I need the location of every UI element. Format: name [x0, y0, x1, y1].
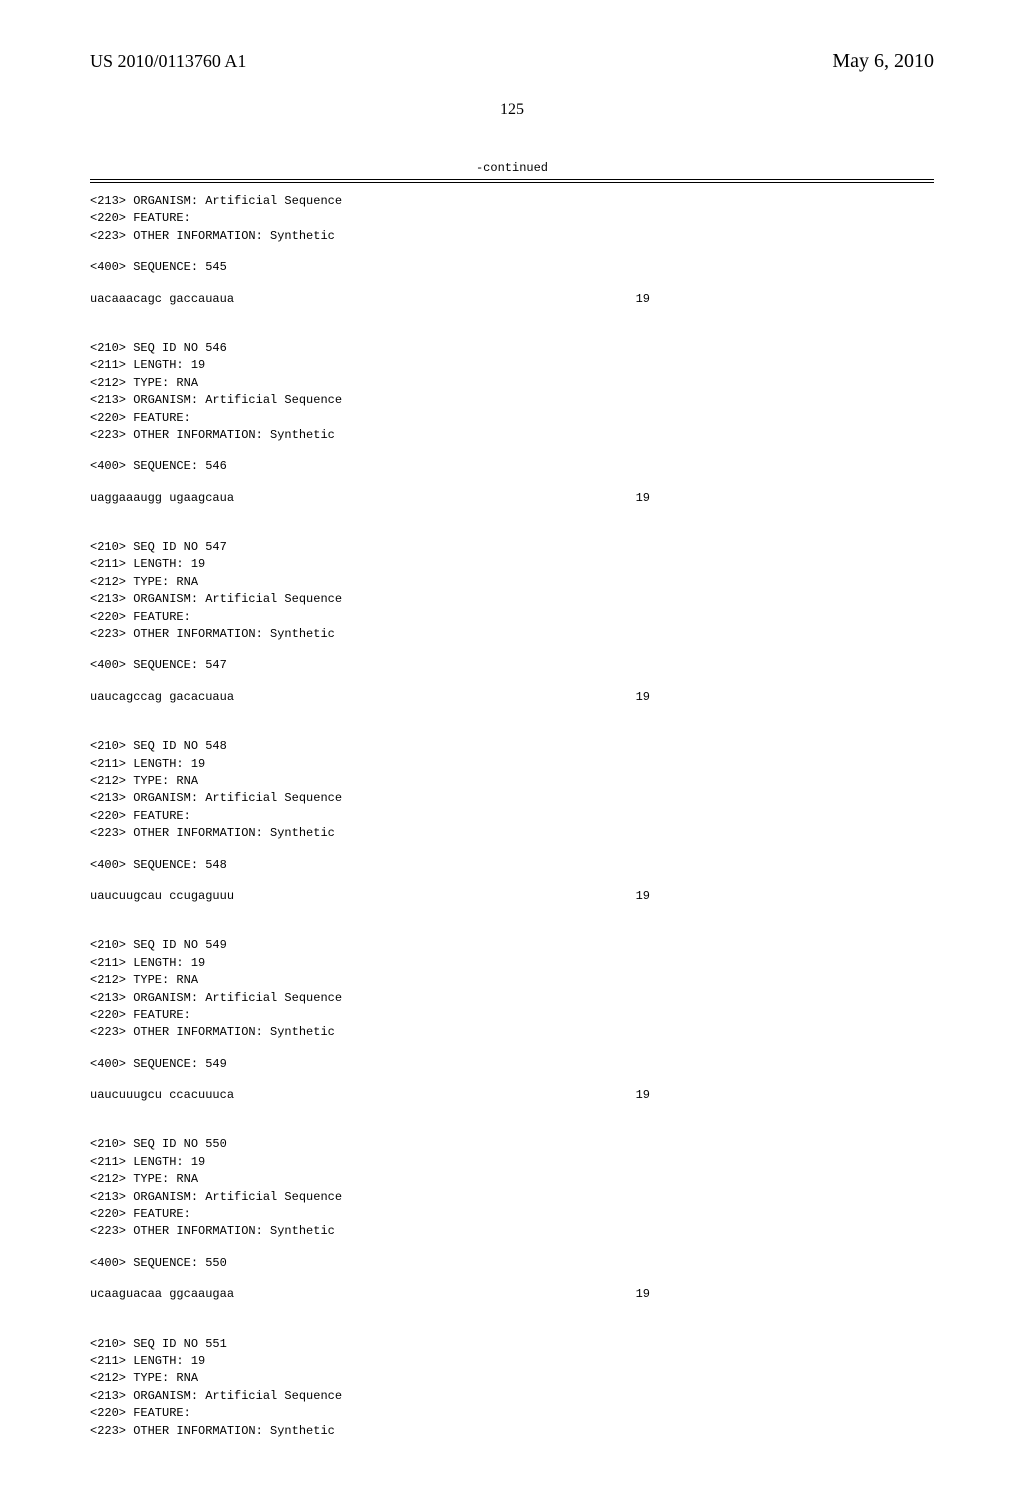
sequence-entry: <213> ORGANISM: Artificial Sequence <220…: [90, 193, 934, 308]
meta-line: <220> FEATURE:: [90, 1405, 934, 1422]
meta-line: <210> SEQ ID NO 546: [90, 340, 934, 357]
meta-line: <223> OTHER INFORMATION: Synthetic: [90, 825, 934, 842]
sequence-entry: <210> SEQ ID NO 548 <211> LENGTH: 19 <21…: [90, 738, 934, 905]
meta-line: <210> SEQ ID NO 547: [90, 539, 934, 556]
entry-meta: <213> ORGANISM: Artificial Sequence <220…: [90, 193, 934, 245]
meta-line: <223> OTHER INFORMATION: Synthetic: [90, 1223, 934, 1240]
continued-label: -continued: [90, 161, 934, 175]
sequence-text: uaucuugcau ccugaguuu: [90, 888, 234, 905]
meta-line: <212> TYPE: RNA: [90, 773, 934, 790]
meta-line: <210> SEQ ID NO 549: [90, 937, 934, 954]
meta-line: <223> OTHER INFORMATION: Synthetic: [90, 1024, 934, 1041]
page-container: US 2010/0113760 A1 May 6, 2010 125 -cont…: [0, 0, 1024, 1498]
meta-line: <213> ORGANISM: Artificial Sequence: [90, 1388, 934, 1405]
meta-line: <210> SEQ ID NO 551: [90, 1336, 934, 1353]
sequence-text: uaucuuugcu ccacuuuca: [90, 1087, 234, 1104]
meta-line: <220> FEATURE:: [90, 808, 934, 825]
meta-line: <220> FEATURE:: [90, 410, 934, 427]
sequence-length: 19: [636, 1286, 650, 1303]
meta-line: <212> TYPE: RNA: [90, 375, 934, 392]
sequence-400: <400> SEQUENCE: 548: [90, 857, 934, 874]
meta-line: <210> SEQ ID NO 550: [90, 1136, 934, 1153]
meta-line: <213> ORGANISM: Artificial Sequence: [90, 591, 934, 608]
entry-meta: <210> SEQ ID NO 550 <211> LENGTH: 19 <21…: [90, 1136, 934, 1240]
sequence-400: <400> SEQUENCE: 546: [90, 458, 934, 475]
meta-line: <220> FEATURE:: [90, 1206, 934, 1223]
entry-meta: <210> SEQ ID NO 549 <211> LENGTH: 19 <21…: [90, 937, 934, 1041]
sequence-length: 19: [636, 689, 650, 706]
meta-line: <213> ORGANISM: Artificial Sequence: [90, 790, 934, 807]
sequence-length: 19: [636, 490, 650, 507]
meta-line: <211> LENGTH: 19: [90, 357, 934, 374]
sequence-text: ucaaguacaa ggcaaugaa: [90, 1286, 234, 1303]
meta-line: <213> ORGANISM: Artificial Sequence: [90, 392, 934, 409]
sequence-text: uaggaaaugg ugaagcaua: [90, 490, 234, 507]
sequence-length: 19: [636, 888, 650, 905]
sequence-400: <400> SEQUENCE: 549: [90, 1056, 934, 1073]
meta-line: <223> OTHER INFORMATION: Synthetic: [90, 228, 934, 245]
entry-meta: <210> SEQ ID NO 551 <211> LENGTH: 19 <21…: [90, 1336, 934, 1440]
meta-line: <211> LENGTH: 19: [90, 556, 934, 573]
publication-date: May 6, 2010: [832, 50, 934, 73]
page-header: US 2010/0113760 A1 May 6, 2010: [90, 50, 934, 73]
meta-line: <213> ORGANISM: Artificial Sequence: [90, 990, 934, 1007]
entry-meta: <210> SEQ ID NO 547 <211> LENGTH: 19 <21…: [90, 539, 934, 643]
meta-line: <223> OTHER INFORMATION: Synthetic: [90, 427, 934, 444]
meta-line: <213> ORGANISM: Artificial Sequence: [90, 1189, 934, 1206]
meta-line: <211> LENGTH: 19: [90, 955, 934, 972]
publication-number: US 2010/0113760 A1: [90, 51, 246, 72]
meta-line: <223> OTHER INFORMATION: Synthetic: [90, 626, 934, 643]
meta-line: <212> TYPE: RNA: [90, 574, 934, 591]
meta-line: <212> TYPE: RNA: [90, 1171, 934, 1188]
meta-line: <223> OTHER INFORMATION: Synthetic: [90, 1423, 934, 1440]
meta-line: <211> LENGTH: 19: [90, 756, 934, 773]
page-number: 125: [90, 101, 934, 119]
sequence-line: uaggaaaugg ugaagcaua 19: [90, 490, 650, 507]
rule-top: [90, 179, 934, 180]
meta-line: <213> ORGANISM: Artificial Sequence: [90, 193, 934, 210]
sequence-entry: <210> SEQ ID NO 547 <211> LENGTH: 19 <21…: [90, 539, 934, 706]
sequence-400: <400> SEQUENCE: 547: [90, 657, 934, 674]
meta-line: <212> TYPE: RNA: [90, 972, 934, 989]
sequence-entry: <210> SEQ ID NO 546 <211> LENGTH: 19 <21…: [90, 340, 934, 507]
sequence-text: uaucagccag gacacuaua: [90, 689, 234, 706]
meta-line: <211> LENGTH: 19: [90, 1353, 934, 1370]
sequence-line: ucaaguacaa ggcaaugaa 19: [90, 1286, 650, 1303]
sequence-entry: <210> SEQ ID NO 549 <211> LENGTH: 19 <21…: [90, 937, 934, 1104]
meta-line: <220> FEATURE:: [90, 1007, 934, 1024]
meta-line: <211> LENGTH: 19: [90, 1154, 934, 1171]
meta-line: <210> SEQ ID NO 548: [90, 738, 934, 755]
sequence-length: 19: [636, 291, 650, 308]
sequence-length: 19: [636, 1087, 650, 1104]
sequence-line: uaucuugcau ccugaguuu 19: [90, 888, 650, 905]
meta-line: <220> FEATURE:: [90, 210, 934, 227]
sequence-line: uaucagccag gacacuaua 19: [90, 689, 650, 706]
rule-thin: [90, 182, 934, 183]
sequence-text: uacaaacagc gaccauaua: [90, 291, 234, 308]
meta-line: <220> FEATURE:: [90, 609, 934, 626]
sequence-400: <400> SEQUENCE: 550: [90, 1255, 934, 1272]
entry-meta: <210> SEQ ID NO 546 <211> LENGTH: 19 <21…: [90, 340, 934, 444]
sequence-entry: <210> SEQ ID NO 551 <211> LENGTH: 19 <21…: [90, 1336, 934, 1440]
sequence-entry: <210> SEQ ID NO 550 <211> LENGTH: 19 <21…: [90, 1136, 934, 1303]
sequence-400: <400> SEQUENCE: 545: [90, 259, 934, 276]
sequence-line: uaucuuugcu ccacuuuca 19: [90, 1087, 650, 1104]
meta-line: <212> TYPE: RNA: [90, 1370, 934, 1387]
sequence-listing: <213> ORGANISM: Artificial Sequence <220…: [90, 193, 934, 1440]
entry-meta: <210> SEQ ID NO 548 <211> LENGTH: 19 <21…: [90, 738, 934, 842]
sequence-line: uacaaacagc gaccauaua 19: [90, 291, 650, 308]
